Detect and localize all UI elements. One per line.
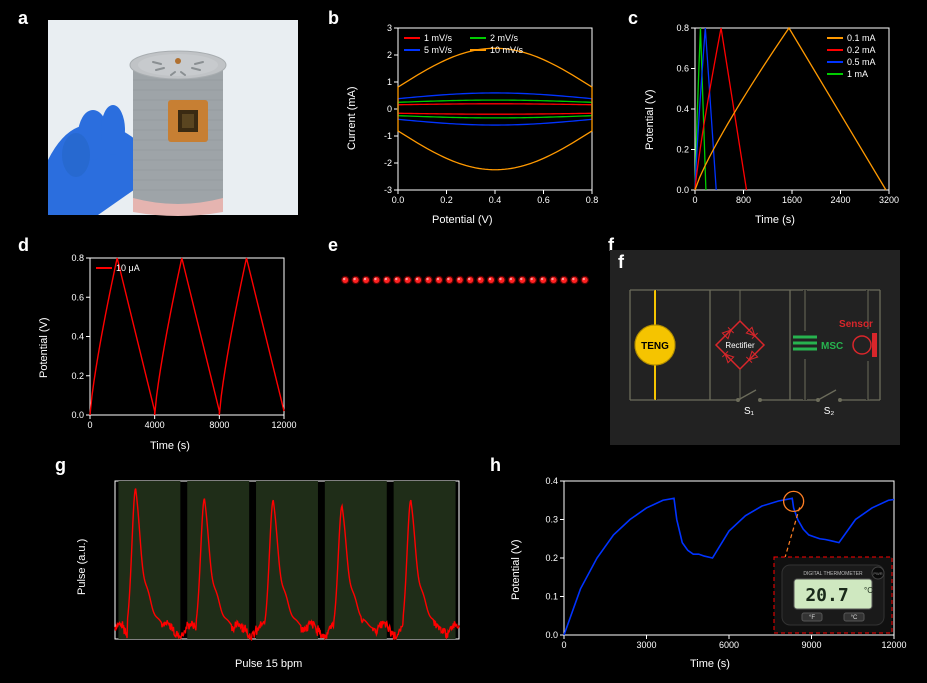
- panel-c-ylabel: Potential (V): [644, 89, 656, 150]
- panel-g-ylabel: Pulse (a.u.): [76, 539, 88, 595]
- svg-text:20.7: 20.7: [805, 585, 848, 606]
- svg-text:12000: 12000: [271, 420, 296, 430]
- panel-e-leds: [340, 265, 590, 295]
- svg-text:0: 0: [561, 640, 566, 650]
- svg-text:°C: °C: [851, 615, 858, 621]
- panel-d-chart: 040008000120000.00.20.40.60.810 μA: [60, 252, 290, 437]
- panel-c-chart: 08001600240032000.00.20.40.60.80.1 mA0.2…: [665, 22, 895, 212]
- panel-f-circuit: f TENG Rectifier MSC Sensor S₁ S₂: [610, 250, 900, 445]
- svg-text:8000: 8000: [209, 420, 229, 430]
- svg-text:4000: 4000: [145, 420, 165, 430]
- svg-text:0.4: 0.4: [676, 104, 689, 114]
- panel-letter-h: h: [490, 455, 501, 476]
- svg-text:DIGITAL THERMOMETER: DIGITAL THERMOMETER: [803, 571, 863, 577]
- svg-text:0.1: 0.1: [545, 592, 558, 602]
- panel-h-xlabel: Time (s): [690, 658, 730, 670]
- svg-text:0.4: 0.4: [545, 476, 558, 486]
- svg-text:0.2: 0.2: [71, 371, 84, 381]
- svg-text:0.0: 0.0: [392, 195, 405, 205]
- svg-text:6000: 6000: [719, 640, 739, 650]
- svg-text:1: 1: [387, 77, 392, 87]
- svg-text:MSC: MSC: [821, 341, 843, 352]
- svg-text:S₂: S₂: [824, 406, 835, 417]
- svg-text:0.1 mA: 0.1 mA: [847, 33, 876, 43]
- svg-text:3000: 3000: [636, 640, 656, 650]
- svg-text:0.8: 0.8: [586, 195, 599, 205]
- svg-text:2400: 2400: [830, 195, 850, 205]
- svg-text:3: 3: [387, 23, 392, 33]
- panel-letter-c: c: [628, 8, 638, 29]
- svg-text:0.6: 0.6: [71, 292, 84, 302]
- svg-text:-1: -1: [384, 131, 392, 141]
- panel-h-ylabel: Potential (V): [510, 539, 522, 600]
- svg-text:1 mV/s: 1 mV/s: [424, 33, 453, 43]
- svg-text:0.8: 0.8: [71, 253, 84, 263]
- svg-text:800: 800: [736, 195, 751, 205]
- svg-text:5 mV/s: 5 mV/s: [424, 45, 453, 55]
- svg-text:0: 0: [387, 104, 392, 114]
- svg-text:PWR: PWR: [873, 571, 882, 576]
- svg-text:°F: °F: [809, 615, 815, 621]
- svg-text:2 mV/s: 2 mV/s: [490, 33, 519, 43]
- svg-text:9000: 9000: [801, 640, 821, 650]
- svg-text:0.2: 0.2: [440, 195, 453, 205]
- svg-text:1 mA: 1 mA: [847, 69, 868, 79]
- panel-b-chart: 0.0 0.2 0.4 0.6 0.8 -3 -2 -1 0 1 2 3 1 mV/s 2 mV/s 5 m…: [368, 22, 598, 212]
- panel-a-photo: [48, 20, 298, 215]
- svg-text:10 mV/s: 10 mV/s: [490, 45, 524, 55]
- panel-c-xlabel: Time (s): [755, 214, 795, 226]
- panel-letter-b: b: [328, 8, 339, 29]
- svg-text:S₁: S₁: [744, 406, 755, 417]
- svg-text:-3: -3: [384, 185, 392, 195]
- svg-text:1600: 1600: [782, 195, 802, 205]
- svg-text:0.4: 0.4: [489, 195, 502, 205]
- svg-text:10 μA: 10 μA: [116, 263, 140, 273]
- panel-letter-d: d: [18, 235, 29, 256]
- svg-text:0.6: 0.6: [537, 195, 550, 205]
- svg-text:0.4: 0.4: [71, 332, 84, 342]
- svg-text:0.6: 0.6: [676, 64, 689, 74]
- svg-text:0.0: 0.0: [676, 185, 689, 195]
- svg-text:0.2 mA: 0.2 mA: [847, 45, 876, 55]
- svg-text:0.3: 0.3: [545, 515, 558, 525]
- panel-d-xlabel: Time (s): [150, 440, 190, 452]
- panel-g-xlabel: Pulse 15 bpm: [235, 658, 302, 670]
- panel-letter-a: a: [18, 8, 28, 29]
- panel-h-chart: 0300060009000120000.00.10.20.30.4DIGITAL…: [530, 475, 900, 655]
- svg-text:0.2: 0.2: [676, 145, 689, 155]
- svg-text:TENG: TENG: [641, 341, 669, 352]
- svg-text:0.0: 0.0: [71, 410, 84, 420]
- panel-letter-e: e: [328, 235, 338, 256]
- svg-text:3200: 3200: [879, 195, 899, 205]
- svg-text:f: f: [618, 252, 625, 272]
- svg-text:0.8: 0.8: [676, 23, 689, 33]
- svg-text:0.5 mA: 0.5 mA: [847, 57, 876, 67]
- svg-text:0: 0: [87, 420, 92, 430]
- svg-text:0: 0: [692, 195, 697, 205]
- panel-b-xlabel: Potential (V): [432, 214, 493, 226]
- svg-text:Rectifier: Rectifier: [725, 341, 755, 350]
- panel-g-chart: [95, 475, 465, 655]
- panel-d-ylabel: Potential (V): [38, 317, 50, 378]
- panel-letter-g: g: [55, 455, 66, 476]
- svg-text:Sensor: Sensor: [839, 319, 873, 330]
- svg-text:0.2: 0.2: [545, 553, 558, 563]
- svg-text:°C: °C: [864, 586, 873, 595]
- svg-text:-2: -2: [384, 158, 392, 168]
- svg-text:12000: 12000: [881, 640, 906, 650]
- svg-text:2: 2: [387, 50, 392, 60]
- svg-text:0.0: 0.0: [545, 630, 558, 640]
- panel-b-ylabel: Current (mA): [346, 86, 358, 150]
